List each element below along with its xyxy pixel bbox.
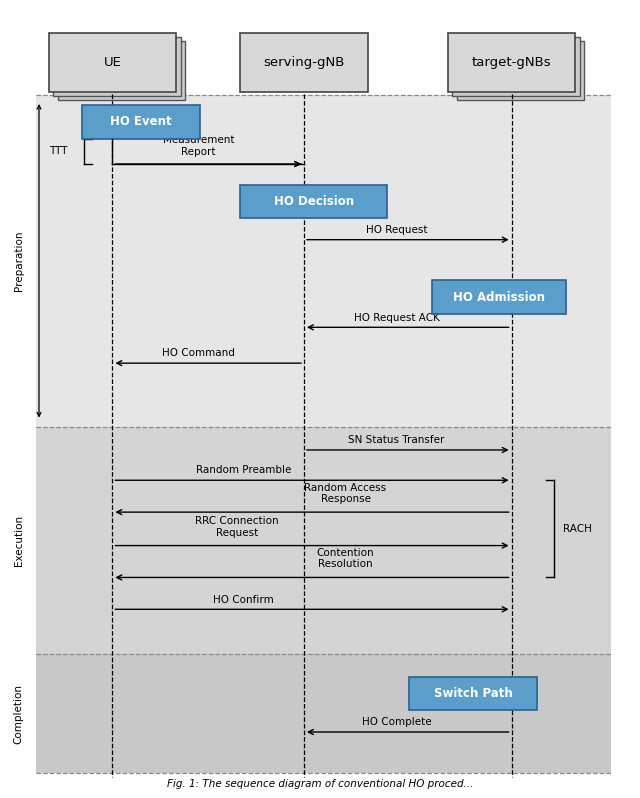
Text: RRC Connection
Request: RRC Connection Request	[195, 516, 279, 538]
Text: Contention
Resolution: Contention Resolution	[317, 548, 374, 570]
Bar	[448, 33, 575, 93]
Bar	[53, 37, 180, 97]
Text: UE: UE	[104, 56, 122, 69]
Text: HO Command: HO Command	[162, 349, 235, 358]
Bar	[457, 41, 584, 101]
Bar	[36, 95, 611, 427]
Text: Execution: Execution	[13, 515, 24, 566]
Text: HO Event: HO Event	[110, 115, 172, 128]
Text: target-gNBs: target-gNBs	[472, 56, 552, 69]
Text: RACH: RACH	[563, 523, 591, 534]
Bar	[36, 427, 611, 654]
Text: HO Admission: HO Admission	[453, 290, 545, 303]
Text: TTT: TTT	[49, 146, 67, 156]
Bar	[410, 677, 537, 710]
Bar	[452, 37, 580, 97]
Text: Preparation: Preparation	[13, 231, 24, 291]
Text: HO Complete: HO Complete	[362, 717, 431, 727]
Text: HO Confirm: HO Confirm	[213, 595, 274, 605]
Text: SN Status Transfer: SN Status Transfer	[348, 435, 445, 445]
Text: Random Preamble: Random Preamble	[196, 465, 291, 476]
Bar	[240, 33, 368, 93]
Bar	[82, 105, 200, 139]
Text: HO Decision: HO Decision	[273, 195, 354, 208]
Text: Switch Path: Switch Path	[434, 687, 513, 701]
Bar	[432, 280, 566, 314]
Text: Measurement
Report: Measurement Report	[163, 135, 234, 157]
Text: HO Request ACK: HO Request ACK	[354, 313, 440, 322]
Bar	[58, 41, 185, 101]
Text: Random Access
Response: Random Access Response	[305, 483, 387, 504]
Bar	[36, 654, 611, 773]
Text: Completion: Completion	[13, 684, 24, 744]
Text: serving-gNB: serving-gNB	[263, 56, 345, 69]
Bar	[49, 33, 176, 93]
Text: HO Request: HO Request	[366, 225, 428, 235]
Bar	[240, 184, 387, 218]
Text: Fig. 1: The sequence diagram of conventional HO proced...: Fig. 1: The sequence diagram of conventi…	[167, 780, 473, 789]
